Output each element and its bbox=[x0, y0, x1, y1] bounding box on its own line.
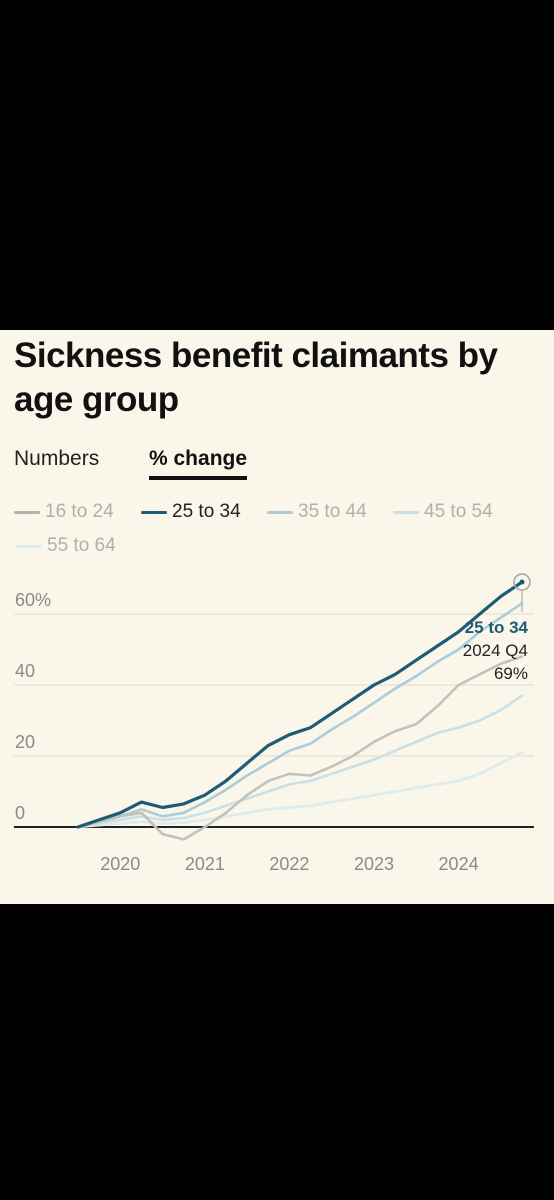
series-line-45-to-54 bbox=[76, 694, 524, 829]
legend-item-16-24[interactable]: 16 to 24 bbox=[14, 500, 114, 524]
legend-item-35-44[interactable]: 35 to 44 bbox=[267, 500, 367, 524]
legend-swatch-45-54 bbox=[393, 510, 419, 514]
x-tick-label: 2022 bbox=[269, 854, 309, 874]
y-tick-label: 40 bbox=[15, 661, 35, 681]
x-tick-label: 2024 bbox=[439, 854, 479, 874]
y-tick-label: 0 bbox=[15, 803, 25, 823]
legend-item-25-34[interactable]: 25 to 34 bbox=[141, 500, 241, 524]
highlight-point bbox=[519, 579, 525, 585]
legend-swatch-55-64 bbox=[16, 544, 42, 548]
highlight-marker bbox=[513, 573, 531, 591]
highlight-series-label: 25 to 34 bbox=[465, 618, 529, 637]
legend-swatch-25-34 bbox=[141, 510, 167, 514]
legend-item-55-64[interactable]: 55 to 64 bbox=[16, 534, 116, 558]
legend-label-25-34: 25 to 34 bbox=[172, 501, 241, 522]
series-line-25-to-34 bbox=[76, 580, 524, 829]
legend-swatch-35-44 bbox=[267, 510, 293, 514]
y-tick-label: 60% bbox=[15, 590, 51, 610]
highlight-value-label: 69% bbox=[494, 664, 528, 683]
legend-label-55-64: 55 to 64 bbox=[47, 535, 116, 556]
page-title: Sickness benefit claimants by age group bbox=[14, 336, 498, 419]
chart-card: Sickness benefit claimants by age group … bbox=[0, 330, 554, 904]
line-chart: 60% 40 20 0 2020 2021 2022 2023 2024 25 to 34 2024… bbox=[14, 573, 534, 874]
x-tick-label: 2021 bbox=[185, 854, 225, 874]
legend-swatch-16-24 bbox=[14, 510, 40, 514]
tab-percent-change[interactable]: % change bbox=[149, 444, 248, 480]
tab-numbers[interactable]: Numbers bbox=[14, 447, 100, 470]
x-tick-label: 2020 bbox=[100, 854, 140, 874]
highlight-period-label: 2024 Q4 bbox=[463, 641, 528, 660]
y-tick-label: 20 bbox=[15, 732, 35, 752]
series-line-35-to-44 bbox=[76, 602, 524, 829]
legend-label-16-24: 16 to 24 bbox=[45, 501, 114, 522]
x-tick-label: 2023 bbox=[354, 854, 394, 874]
legend-label-45-54: 45 to 54 bbox=[424, 501, 493, 522]
legend-label-35-44: 35 to 44 bbox=[298, 501, 367, 522]
series-line-16-to-24 bbox=[76, 655, 524, 841]
legend-item-45-54[interactable]: 45 to 54 bbox=[393, 500, 493, 524]
